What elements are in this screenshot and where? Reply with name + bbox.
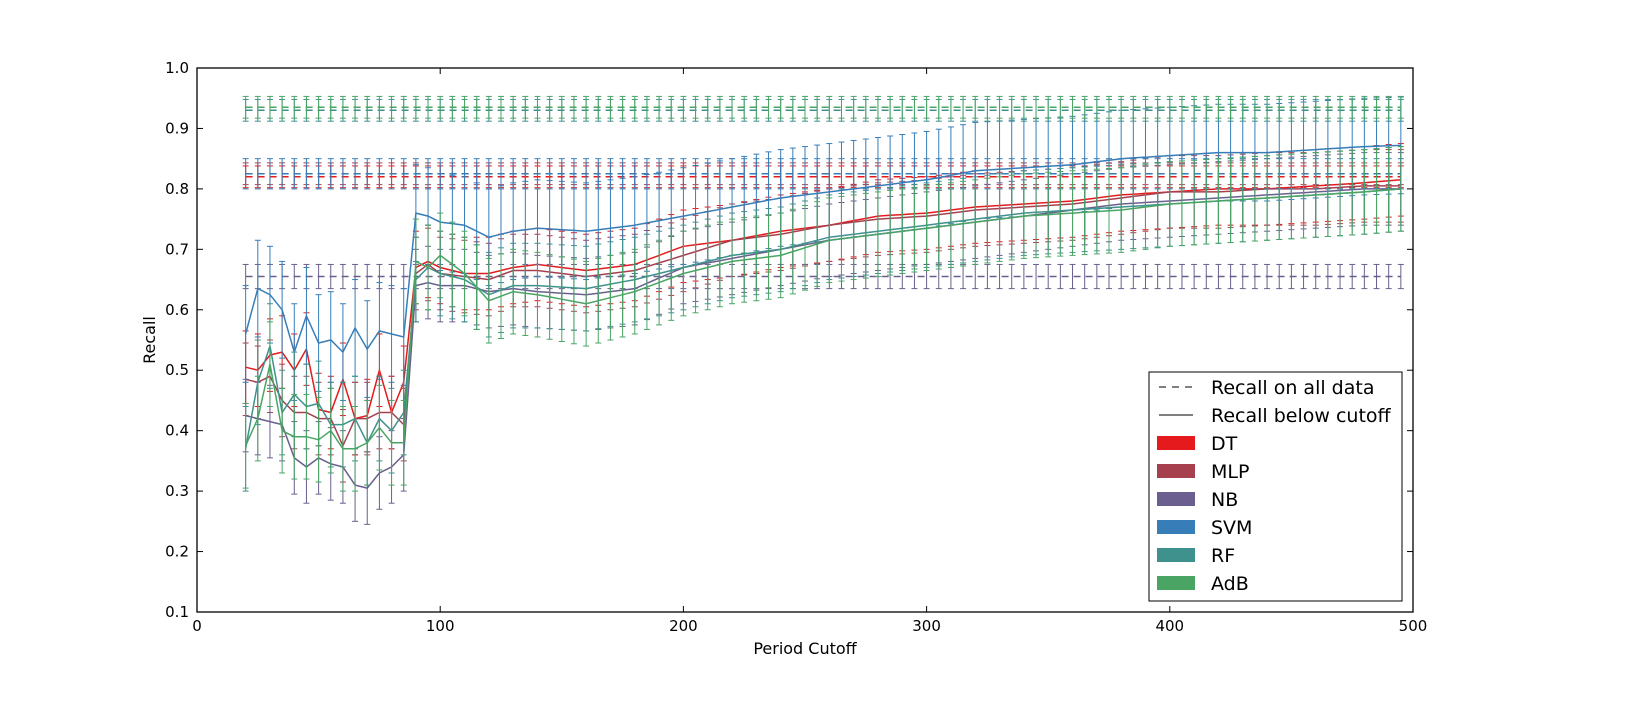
y-tick-label: 0.6 (165, 301, 189, 319)
series-line-below-cutoff (244, 144, 1401, 355)
legend-box (1148, 371, 1403, 602)
x-tick-label: 500 (1399, 617, 1428, 635)
y-tick-label: 0.1 (165, 603, 189, 621)
y-axis-title: Recall (140, 316, 159, 364)
legend-label: SVM (1211, 517, 1252, 539)
legend-label: Recall below cutoff (1211, 405, 1392, 427)
legend-swatch-mlp (1157, 464, 1195, 478)
legend-label: RF (1211, 545, 1235, 567)
x-tick-label: 400 (1155, 617, 1184, 635)
y-tick-label: 0.4 (165, 422, 189, 440)
series-svm (242, 96, 1404, 401)
y-tick-label: 0.3 (165, 482, 189, 500)
series-adb (242, 95, 1404, 492)
y-tick-label: 0.8 (165, 180, 189, 198)
x-tick-label: 300 (912, 617, 941, 635)
legend-swatch-dt (1157, 436, 1195, 450)
legend-label: DT (1211, 433, 1238, 455)
y-tick-label: 1.0 (165, 59, 189, 77)
legend-swatch-adb (1157, 576, 1195, 590)
legend: Recall on all data Recall below cutoff DT M… (1148, 371, 1403, 602)
plot-area (242, 95, 1404, 525)
legend-label: MLP (1211, 461, 1249, 483)
x-tick-label: 100 (426, 617, 455, 635)
plot-frame (196, 67, 1414, 613)
legend-label: NB (1211, 489, 1238, 511)
legend-swatch-rf (1157, 548, 1195, 562)
y-tick-label: 0.2 (165, 543, 189, 561)
legend-swatch-nb (1157, 492, 1195, 506)
x-tick-label: 0 (192, 617, 202, 635)
y-tick-label: 0.9 (165, 119, 189, 137)
x-axis-title: Period Cutoff (753, 639, 857, 658)
y-tick-label: 0.7 (165, 240, 189, 258)
y-tick-label: 0.5 (165, 361, 189, 379)
legend-swatch-svm (1157, 520, 1195, 534)
legend-label: Recall on all data (1211, 377, 1374, 399)
y-axis: 0.1 0.2 0.3 0.4 0.5 0.6 0.7 0.8 0.9 1.0 (165, 59, 1413, 621)
series-line-below-cutoff (244, 188, 1401, 450)
x-tick-label: 200 (669, 617, 698, 635)
legend-label: AdB (1211, 573, 1249, 595)
x-axis: 0 100 200 300 400 500 (192, 68, 1427, 635)
